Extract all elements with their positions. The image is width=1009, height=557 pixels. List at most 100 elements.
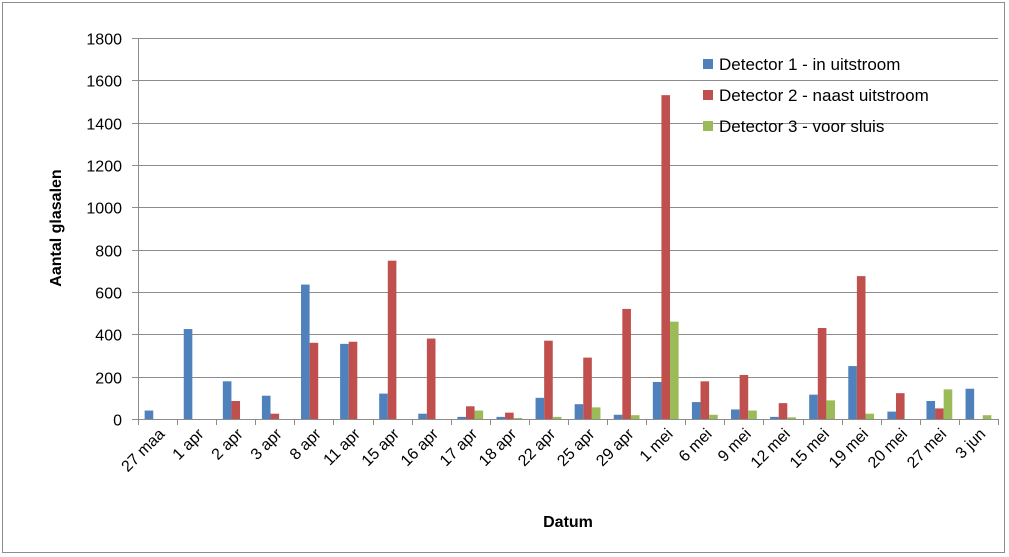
bar: [661, 95, 671, 420]
bar: [809, 394, 818, 419]
bar: [144, 410, 154, 419]
y-axis-title: Aantal glasalen: [48, 169, 65, 286]
bar: [270, 413, 280, 419]
bar: [583, 357, 592, 419]
bar: [748, 410, 757, 419]
bar: [301, 284, 310, 419]
bar: [817, 327, 827, 419]
x-tick-label: 27 maa: [119, 426, 169, 476]
legend-swatch: [703, 90, 713, 100]
bar: [261, 395, 271, 419]
bar: [474, 410, 484, 419]
bar: [379, 393, 388, 419]
x-tick-label: 22 apr: [515, 425, 560, 470]
y-tick-label: 1800: [86, 32, 122, 49]
y-tick-label: 800: [95, 244, 122, 261]
y-tick-label: 200: [95, 371, 122, 388]
x-tick-label: 3 apr: [248, 425, 286, 463]
legend-swatch: [703, 59, 713, 69]
gridlines: [132, 38, 998, 420]
bar: [982, 415, 992, 419]
bar: [231, 401, 241, 419]
bar: [513, 417, 523, 419]
x-tick-label: 1 mei: [637, 426, 677, 466]
bar: [848, 366, 857, 419]
bar: [183, 329, 193, 419]
x-tick-label: 19 mei: [826, 426, 872, 472]
x-tick-label: 3 jun: [953, 426, 990, 463]
bar: [348, 341, 358, 419]
x-tick-label: 17 apr: [437, 425, 482, 470]
bar: [895, 393, 905, 419]
bar: [691, 402, 701, 419]
x-tick-label: 29 apr: [593, 425, 638, 470]
x-tick-label: 15 mei: [787, 426, 833, 472]
x-tick-label: 6 mei: [676, 426, 716, 466]
bar: [340, 343, 349, 419]
bar: [856, 276, 866, 419]
bars: [144, 95, 992, 420]
bar: [739, 374, 749, 419]
bar: [630, 415, 640, 419]
x-tick-label: 2 apr: [209, 425, 247, 463]
bar: [935, 408, 944, 419]
bar: [457, 416, 466, 419]
bar: [535, 397, 545, 419]
legend: Detector 1 - in uitstroom Detector 2 - na…: [703, 55, 929, 136]
legend-label: Detector 1 - in uitstroom: [719, 55, 900, 74]
bar: [222, 381, 232, 419]
bar: [926, 401, 936, 419]
bar: [574, 404, 584, 419]
bar: [496, 416, 506, 419]
x-tick-marks: [138, 419, 999, 425]
x-tick-label: 27 mei: [904, 426, 950, 472]
x-tick-label: 15 apr: [359, 425, 404, 470]
bar: [613, 414, 623, 419]
x-tick-label: 11 apr: [321, 425, 365, 469]
bar: [787, 417, 796, 419]
bar: [700, 381, 710, 419]
bar: [965, 388, 975, 419]
bar: [552, 416, 562, 419]
bar: [465, 406, 475, 419]
y-tick-label: 1200: [86, 159, 122, 176]
x-tick-label: 25 apr: [554, 425, 599, 470]
y-tick-label: 1600: [86, 74, 122, 91]
bar: [544, 340, 553, 419]
bar: [865, 413, 875, 419]
bar: [731, 409, 740, 419]
bar: [418, 413, 427, 419]
bar: [622, 308, 631, 419]
x-tick-label: 18 apr: [476, 425, 521, 470]
bar: [505, 412, 514, 419]
y-tick-label: 400: [95, 328, 122, 345]
legend-label: Detector 2 - naast uitstroom: [719, 86, 929, 105]
x-tick-label: 20 mei: [865, 426, 911, 472]
x-axis-title: Datum: [543, 514, 593, 531]
bar: [943, 389, 953, 419]
bar: [387, 260, 397, 419]
y-tick-label: 600: [95, 286, 122, 303]
y-tick-label: 1400: [86, 117, 122, 134]
y-tick-label: 0: [113, 413, 122, 430]
x-tick-label: 16 apr: [398, 425, 443, 470]
bar: [770, 416, 779, 419]
bar: [591, 407, 601, 419]
bar: [426, 338, 436, 419]
y-tick-labels: 0 200 400 600 800 1000 1200 1400 1600 1800: [86, 32, 122, 430]
bar: [670, 321, 679, 419]
bar: [826, 400, 835, 419]
legend-label: Detector 3 - voor sluis: [719, 117, 884, 136]
legend-swatch: [703, 121, 713, 131]
x-tick-label: 8 apr: [287, 425, 325, 463]
y-tick-label: 1000: [86, 201, 122, 218]
bar: [778, 403, 788, 419]
bar: [709, 414, 718, 419]
x-tick-label: 1 apr: [170, 425, 208, 463]
bar: [309, 342, 319, 419]
x-tick-label: 12 mei: [748, 426, 794, 472]
bar: [887, 411, 896, 419]
